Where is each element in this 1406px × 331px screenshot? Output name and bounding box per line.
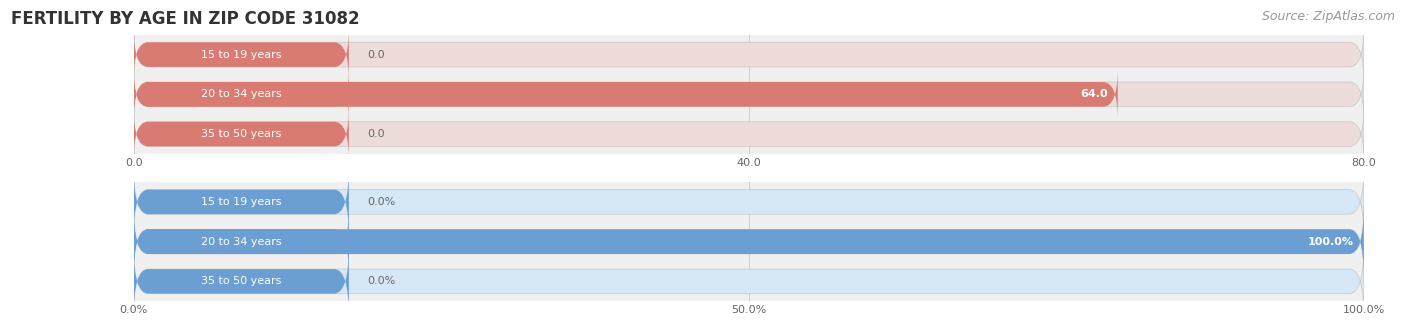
Text: FERTILITY BY AGE IN ZIP CODE 31082: FERTILITY BY AGE IN ZIP CODE 31082: [11, 10, 360, 28]
Text: 15 to 19 years: 15 to 19 years: [201, 197, 281, 207]
Text: 35 to 50 years: 35 to 50 years: [201, 129, 281, 139]
Text: 0.0: 0.0: [367, 129, 385, 139]
FancyBboxPatch shape: [134, 246, 349, 317]
FancyBboxPatch shape: [134, 166, 1364, 237]
Text: 100.0%: 100.0%: [1308, 237, 1354, 247]
FancyBboxPatch shape: [134, 69, 1364, 120]
Text: 20 to 34 years: 20 to 34 years: [201, 89, 281, 99]
Text: 64.0: 64.0: [1080, 89, 1108, 99]
Text: 0.0%: 0.0%: [367, 276, 395, 286]
Text: 20 to 34 years: 20 to 34 years: [201, 237, 281, 247]
Text: 15 to 19 years: 15 to 19 years: [201, 50, 281, 60]
FancyBboxPatch shape: [134, 108, 1364, 160]
Text: Source: ZipAtlas.com: Source: ZipAtlas.com: [1261, 10, 1395, 23]
FancyBboxPatch shape: [134, 166, 349, 237]
FancyBboxPatch shape: [134, 29, 1364, 80]
Text: 0.0%: 0.0%: [367, 197, 395, 207]
FancyBboxPatch shape: [134, 29, 349, 80]
FancyBboxPatch shape: [134, 206, 349, 277]
FancyBboxPatch shape: [134, 108, 349, 160]
Text: 35 to 50 years: 35 to 50 years: [201, 276, 281, 286]
Text: 0.0: 0.0: [367, 50, 385, 60]
FancyBboxPatch shape: [134, 206, 1364, 277]
FancyBboxPatch shape: [134, 246, 1364, 317]
FancyBboxPatch shape: [134, 69, 1118, 120]
FancyBboxPatch shape: [134, 206, 1364, 277]
FancyBboxPatch shape: [134, 69, 349, 120]
